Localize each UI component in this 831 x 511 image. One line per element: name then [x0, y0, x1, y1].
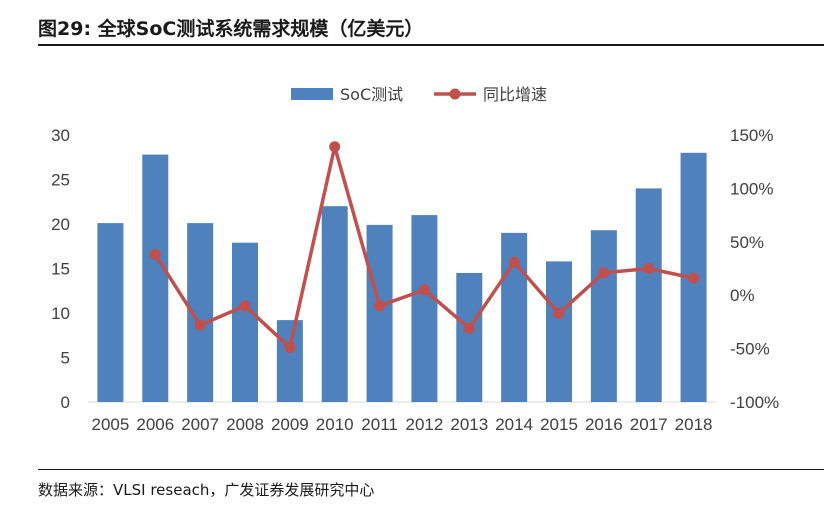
source-rule	[38, 469, 824, 470]
y-right-tick-label: -50%	[730, 340, 770, 359]
x-tick-label: 2016	[585, 415, 623, 434]
y-right-tick-label: -100%	[730, 393, 779, 412]
y-left-tick-label: 10	[51, 304, 70, 323]
line-point	[329, 141, 341, 153]
x-tick-label: 2012	[406, 415, 444, 434]
y-left-tick-label: 15	[51, 260, 70, 279]
line-point	[239, 300, 251, 312]
line-point	[598, 267, 610, 279]
y-right-tick-label: 150%	[730, 126, 773, 145]
x-tick-label: 2007	[181, 415, 219, 434]
bar	[232, 242, 258, 402]
y-left-tick-label: 25	[51, 171, 70, 190]
x-tick-label: 2011	[361, 415, 398, 434]
line-point	[374, 300, 386, 312]
y-right-tick-label: 100%	[730, 179, 773, 198]
legend: SoC测试 同比增速	[291, 85, 547, 104]
x-tick-label: 2017	[630, 415, 668, 434]
x-tick-label: 2018	[675, 415, 713, 434]
y-left-tick-label: 30	[51, 126, 70, 145]
x-tick-label: 2008	[226, 415, 264, 434]
source-note: 数据来源：VLSI reseach，广发证券发展研究中心	[38, 481, 375, 499]
y-right-tick-label: 50%	[730, 233, 764, 252]
y-left-tick-label: 20	[51, 215, 70, 234]
x-tick-label: 2015	[540, 415, 578, 434]
line-point	[149, 249, 161, 261]
bar	[590, 230, 617, 402]
x-tick-label: 2010	[316, 415, 354, 434]
chart: SoC测试 同比增速 0 5 10 15 20 25 30 -100% -50% 0% 50% 100…	[51, 85, 779, 434]
line-series	[149, 141, 700, 354]
x-tick-label: 2006	[136, 415, 174, 434]
title-rule	[38, 44, 824, 46]
x-tick-label: 2009	[271, 415, 309, 434]
y-right-tick-label: 0%	[730, 286, 755, 305]
bar-series	[97, 152, 707, 402]
x-tick-label: 2013	[450, 415, 488, 434]
line-point	[463, 322, 475, 334]
x-tick-label: 2014	[495, 415, 533, 434]
legend-label-bar: SoC测试	[340, 85, 403, 104]
figure-title-text: 全球SoC测试系统需求规模（亿美元）	[97, 18, 424, 40]
line-point	[194, 319, 206, 331]
y-axis-left: 0 5 10 15 20 25 30	[51, 126, 70, 412]
figure-title: 图29: 全球SoC测试系统需求规模（亿美元）	[38, 14, 423, 41]
line-point	[508, 256, 520, 268]
line-point	[688, 272, 700, 284]
line-point	[418, 284, 430, 296]
bar	[366, 224, 393, 402]
bar	[142, 154, 169, 402]
x-axis: 2005 2006 2007 2008 2009 2010 2011 2012 2013 2014…	[88, 401, 716, 434]
bar	[321, 206, 348, 402]
y-axis-right: -100% -50% 0% 50% 100% 150%	[730, 126, 779, 412]
y-left-tick-label: 0	[61, 393, 70, 412]
legend-swatch-bar	[291, 88, 333, 100]
bar	[276, 320, 303, 402]
line-point	[284, 342, 296, 354]
bar	[411, 215, 438, 402]
legend-label-line: 同比增速	[483, 85, 547, 104]
x-tick-label: 2005	[92, 415, 130, 434]
bar	[456, 272, 483, 402]
bar	[97, 223, 124, 402]
y-left-tick-label: 5	[61, 349, 70, 368]
line-point	[643, 263, 655, 274]
line-point	[553, 307, 565, 319]
figure-label: 图29:	[38, 18, 92, 40]
bar	[635, 188, 662, 402]
bar	[546, 261, 572, 402]
legend-swatch-point	[449, 88, 461, 100]
